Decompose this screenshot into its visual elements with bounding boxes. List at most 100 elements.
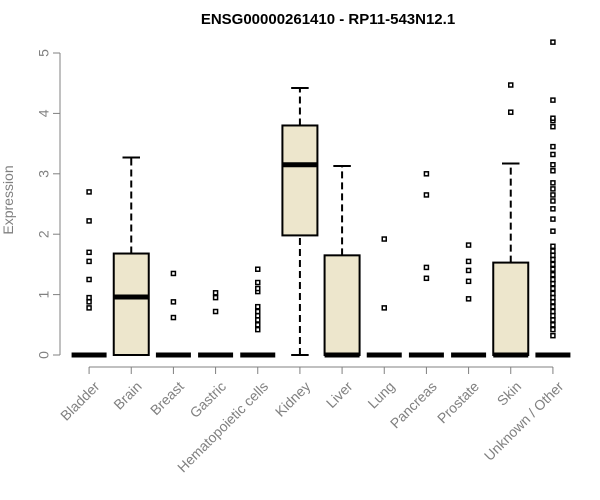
outlier-point (550, 192, 556, 198)
outlier-point (508, 82, 514, 88)
outlier-point (550, 276, 556, 283)
outlier-point (508, 109, 514, 115)
outlier-point (255, 317, 261, 323)
outlier-point (423, 275, 430, 282)
outlier-point (550, 294, 556, 301)
outlier-point (550, 168, 556, 174)
outlier-point (550, 285, 556, 292)
box-group (492, 82, 530, 358)
outlier-point (170, 270, 177, 277)
outlier-point (212, 290, 219, 296)
box-iqr (281, 124, 319, 237)
y-tick-label: 3 (36, 170, 52, 178)
box-group (155, 270, 191, 358)
boxplot-series (71, 39, 571, 358)
outlier-point (550, 248, 556, 254)
x-tick-label: Pancreas (387, 378, 440, 431)
outlier-point (255, 322, 261, 328)
outlier-point (550, 186, 556, 192)
box-group (323, 164, 361, 358)
outlier-point (255, 303, 261, 310)
outlier-point (550, 161, 556, 168)
outlier-point (86, 218, 92, 224)
outlier-point (86, 276, 92, 283)
outlier-point (550, 180, 556, 186)
x-tick-label: Prostate (434, 378, 482, 426)
outlier-point (550, 303, 556, 310)
outlier-point (255, 266, 261, 272)
outlier-point (255, 312, 261, 319)
outlier-point (550, 143, 556, 150)
outlier-point (550, 317, 556, 323)
outlier-point (550, 312, 556, 319)
x-tick-label: Brain (110, 378, 144, 412)
outlier-point (170, 299, 177, 305)
outlier-point (465, 278, 472, 285)
outlier-point (550, 206, 556, 212)
outlier-point (550, 243, 556, 250)
y-tick-label: 4 (36, 109, 52, 117)
outlier-point (550, 326, 556, 333)
outlier-point (170, 314, 177, 321)
box-iqr (323, 254, 361, 356)
x-tick-label: Lung (364, 378, 397, 411)
outlier-point (550, 123, 556, 130)
outlier-point (465, 296, 472, 302)
box-group (281, 87, 319, 356)
outlier-point (550, 271, 556, 278)
outlier-point (86, 189, 92, 195)
x-tick-label: Unknown / Other (481, 378, 567, 464)
outlier-point (465, 267, 472, 274)
outlier-point (255, 285, 261, 292)
outlier-point (550, 39, 556, 45)
outlier-point (212, 294, 219, 301)
x-tick-label: Skin (494, 378, 525, 409)
outlier-point (550, 256, 556, 263)
x-tick-label: Bladder (57, 378, 103, 424)
outlier-point (86, 305, 92, 311)
outlier-point (86, 249, 92, 256)
outlier-point (550, 261, 556, 268)
outlier-point (550, 290, 556, 297)
outlier-point (550, 198, 556, 204)
y-tick-label: 1 (36, 290, 52, 298)
outlier-point (550, 252, 556, 259)
outlier-point (550, 97, 556, 103)
y-axis: 0 1 2 3 4 5 (36, 49, 61, 359)
chart-title: ENSG00000261410 - RP11-543N12.1 (201, 11, 455, 28)
box-group (112, 156, 150, 356)
outlier-point (550, 216, 556, 222)
outlier-point (86, 294, 92, 301)
y-tick-label: 5 (36, 49, 52, 57)
box-group (366, 236, 402, 358)
box-iqr (112, 252, 150, 356)
box-group (198, 290, 234, 358)
outlier-point (381, 305, 387, 311)
box-group (535, 39, 571, 358)
outlier-point (86, 299, 92, 305)
outlier-point (550, 308, 556, 315)
outlier-point (465, 258, 472, 265)
x-tick-label: Kidney (272, 378, 314, 420)
outlier-point (550, 151, 556, 158)
outlier-point (423, 171, 430, 177)
outlier-point (212, 308, 219, 315)
outlier-point (86, 258, 92, 265)
outlier-point (465, 242, 472, 248)
x-tick-label: Liver (323, 378, 356, 411)
box-group (408, 171, 444, 358)
outlier-point (550, 266, 556, 272)
y-axis-label: Expression (0, 165, 16, 234)
outlier-point (550, 228, 556, 234)
outlier-point (381, 236, 387, 242)
box-group (240, 266, 276, 358)
y-tick-label: 0 (36, 351, 52, 359)
outlier-point (423, 264, 430, 271)
outlier-point (423, 192, 430, 198)
outlier-point (550, 280, 556, 287)
outlier-point (550, 332, 556, 339)
outlier-point (550, 115, 556, 121)
outlier-point (255, 279, 261, 286)
